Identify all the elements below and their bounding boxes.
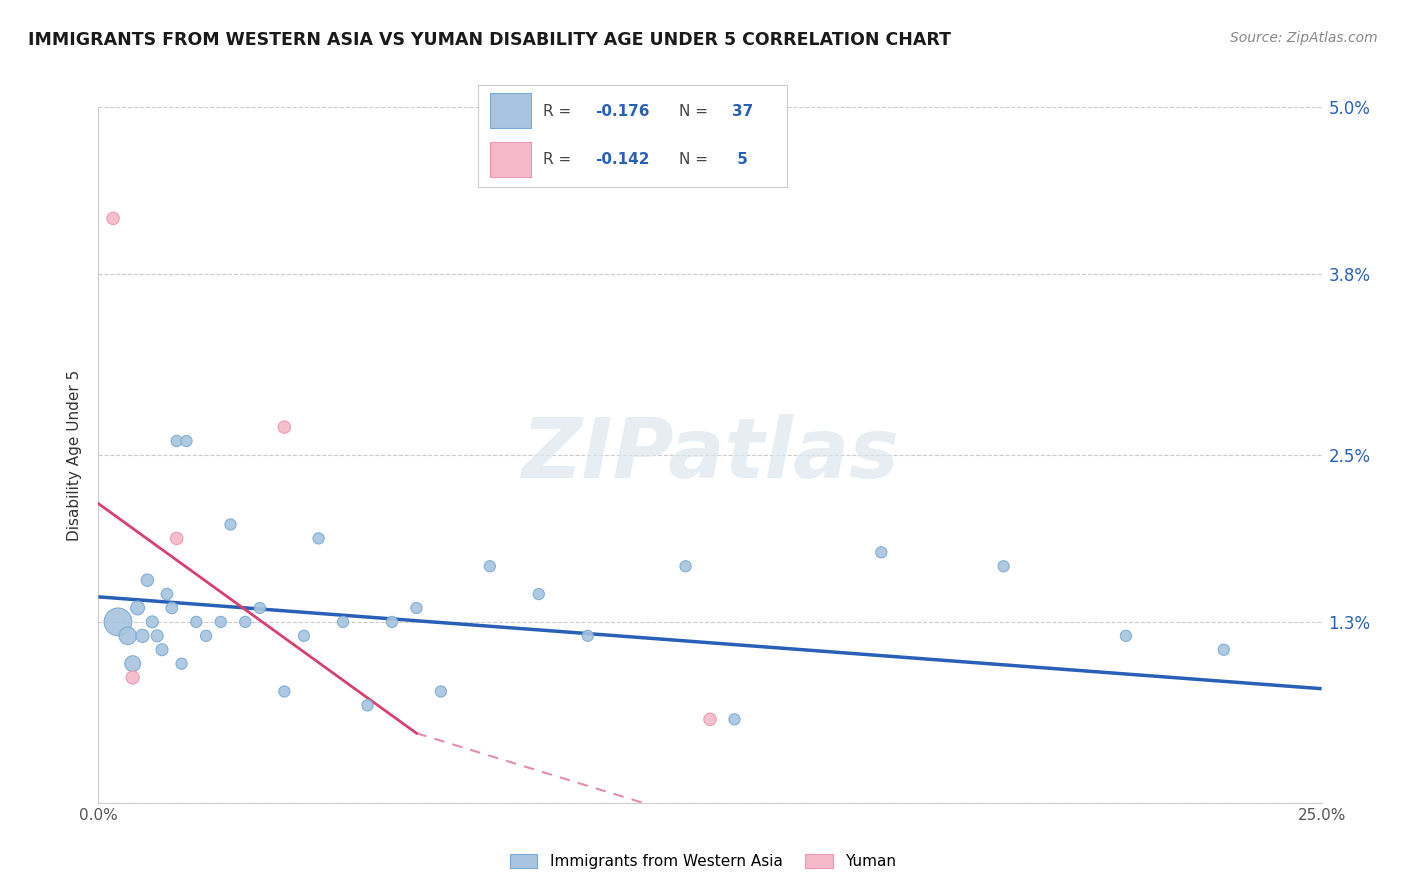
Text: ZIPatlas: ZIPatlas [522,415,898,495]
Point [527,587,550,601]
Point [308,532,330,546]
Point [136,573,159,587]
Text: R =: R = [543,103,576,119]
Text: 37: 37 [731,103,754,119]
Text: 5: 5 [731,153,748,167]
Point [166,434,188,448]
Point [186,615,208,629]
Point [478,559,501,574]
Point [675,559,697,574]
Point [870,545,893,559]
Point [292,629,315,643]
Text: -0.142: -0.142 [596,153,650,167]
Point [160,601,183,615]
Point [127,601,149,615]
Point [1212,642,1234,657]
Point [101,211,124,226]
Point [121,657,143,671]
Point [146,629,169,643]
Point [170,657,193,671]
Point [233,615,256,629]
Point [141,615,163,629]
Point [156,587,179,601]
Point [209,615,232,629]
Text: N =: N = [679,153,713,167]
Point [1115,629,1137,643]
Text: IMMIGRANTS FROM WESTERN ASIA VS YUMAN DISABILITY AGE UNDER 5 CORRELATION CHART: IMMIGRANTS FROM WESTERN ASIA VS YUMAN DI… [28,31,950,49]
Point [405,601,427,615]
FancyBboxPatch shape [491,93,530,128]
Point [723,712,745,726]
Point [576,629,599,643]
Legend: Immigrants from Western Asia, Yuman: Immigrants from Western Asia, Yuman [503,848,903,875]
Text: N =: N = [679,103,713,119]
Point [121,671,143,685]
Text: R =: R = [543,153,576,167]
FancyBboxPatch shape [491,142,530,177]
Point [176,434,198,448]
Point [150,642,173,657]
Point [356,698,378,713]
Point [131,629,153,643]
Text: Source: ZipAtlas.com: Source: ZipAtlas.com [1230,31,1378,45]
Point [993,559,1015,574]
Point [107,615,129,629]
Y-axis label: Disability Age Under 5: Disability Age Under 5 [67,369,83,541]
Text: -0.176: -0.176 [596,103,650,119]
Point [430,684,453,698]
Point [381,615,404,629]
Point [332,615,354,629]
Point [249,601,271,615]
Point [273,684,295,698]
Point [117,629,139,643]
Point [195,629,218,643]
Point [219,517,242,532]
Point [273,420,295,434]
Point [166,532,188,546]
Point [699,712,721,726]
